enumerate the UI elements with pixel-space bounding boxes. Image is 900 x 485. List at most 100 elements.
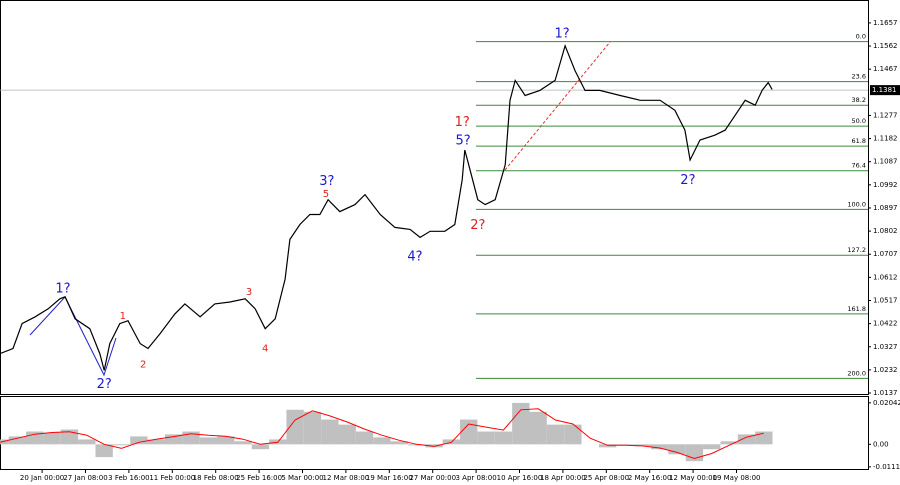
x-tick-label: 3 Feb 16:00	[108, 474, 149, 482]
x-tick-label: 19 May 08:00	[712, 474, 760, 482]
fib-label: 76.4	[852, 162, 866, 170]
price-frame	[0, 0, 869, 395]
wave-label: 2?	[470, 218, 485, 233]
wave-line	[29, 296, 117, 377]
y-tick-label: 1.1087	[873, 158, 898, 166]
wave-label: 4	[262, 343, 268, 354]
histogram-bar	[494, 431, 513, 445]
histogram-bar	[598, 444, 617, 448]
histogram-bar	[286, 409, 304, 445]
x-tick-label: 5 Mar 00:00	[281, 474, 323, 482]
histogram-bar	[303, 411, 322, 445]
histogram-bar	[512, 402, 530, 445]
x-tick-label: 18 Feb 08:00	[193, 474, 239, 482]
y-tick-label: 1.1182	[873, 135, 898, 143]
wave-label: 5	[323, 189, 329, 200]
fib-label: 50.0	[852, 117, 866, 125]
fib-label: 38.2	[852, 96, 866, 104]
histogram-bar	[321, 419, 339, 445]
x-tick-label: 25 Apr 08:00	[583, 474, 629, 482]
histogram-bar	[130, 436, 148, 445]
histogram-bar	[217, 436, 235, 445]
y-tick-label: 1.0802	[873, 227, 898, 235]
histogram-bar	[147, 439, 165, 445]
x-tick-label: 25 Feb 16:00	[236, 474, 282, 482]
histogram-bar	[95, 444, 113, 458]
y-tick-label: 1.0137	[873, 389, 898, 397]
fib-label: 0.0	[856, 33, 866, 41]
histogram-bar	[0, 439, 9, 445]
x-tick-label: 27 Mar 00:00	[409, 474, 456, 482]
signal-line	[0, 408, 764, 460]
wave-label: 2?	[97, 377, 112, 392]
x-tick-label: 12 May 00:00	[669, 474, 717, 482]
y-tick-label: 1.0327	[873, 343, 898, 351]
wave-label: 1	[120, 311, 126, 322]
histogram-bar	[78, 439, 96, 445]
fib-label: 61.8	[852, 137, 866, 145]
histogram-bar	[564, 424, 582, 445]
histogram-bar	[668, 444, 686, 455]
y-tick-label: -0.0111	[873, 463, 900, 471]
histogram-bar	[251, 444, 270, 450]
histogram-bar	[164, 434, 183, 445]
wave-label: 3	[246, 287, 252, 298]
x-tick-label: 11 Feb 00:00	[149, 474, 195, 482]
histogram-bar	[199, 437, 217, 445]
wave-label: 2	[140, 359, 146, 370]
histogram-bar	[373, 437, 391, 445]
x-tick-label: 2 May 16:00	[628, 474, 672, 482]
x-tick-label: 20 Jan 00:00	[20, 474, 64, 482]
histogram-bar	[338, 424, 356, 445]
y-tick-label: 1.0422	[873, 320, 898, 328]
histogram-bar	[112, 444, 131, 446]
y-tick-label: 0.02042	[873, 399, 900, 407]
wave-label: 1?	[554, 26, 569, 41]
histogram-bar	[355, 431, 374, 445]
wave-label: 1?	[55, 282, 70, 297]
histogram-bar	[234, 441, 252, 445]
histogram-bar	[651, 444, 669, 450]
histogram-bar	[60, 429, 79, 445]
histogram-bar	[755, 431, 773, 445]
y-tick-label: 1.0992	[873, 181, 898, 189]
x-tick-label: 3 Apr 08:00	[456, 474, 497, 482]
wave-label: 2?	[680, 173, 695, 188]
histogram-bar	[633, 444, 651, 447]
x-tick-label: 12 Mar 08:00	[323, 474, 370, 482]
histogram-bar	[460, 419, 478, 445]
wave-label: 3?	[319, 174, 334, 189]
histogram-bar	[425, 444, 443, 448]
wave-label: 5?	[455, 134, 470, 149]
current-price-box	[870, 85, 900, 96]
trend-line	[504, 41, 611, 171]
y-tick-label: 1.0612	[873, 273, 898, 281]
histogram-bar	[477, 431, 495, 445]
x-tick-label: 18 Apr 00:00	[540, 474, 586, 482]
indicator-frame	[0, 396, 869, 470]
y-tick-label: 1.0897	[873, 204, 898, 212]
current-price-label: 1.1381	[872, 86, 897, 94]
histogram-bar	[529, 411, 547, 445]
y-tick-label: 1.1277	[873, 111, 898, 119]
fib-label: 23.6	[852, 73, 866, 81]
histogram-bar	[8, 436, 27, 445]
x-tick-label: 19 Mar 16:00	[366, 474, 413, 482]
x-tick-label: 10 Apr 16:00	[497, 474, 543, 482]
x-tick-label: 27 Jan 08:00	[63, 474, 107, 482]
y-tick-label: 1.1562	[873, 42, 898, 50]
histogram-bar	[546, 424, 565, 445]
fib-label: 100.0	[847, 200, 866, 208]
y-tick-label: 1.0707	[873, 250, 898, 258]
fib-label: 200.0	[847, 369, 866, 377]
price-line	[0, 43, 773, 371]
fib-label: 127.2	[847, 246, 866, 254]
histogram-bar	[390, 441, 408, 445]
histogram-bar	[737, 434, 756, 445]
y-tick-label: 1.0232	[873, 366, 898, 374]
wave-label: 1?	[455, 115, 470, 130]
y-tick-label: 1.0517	[873, 296, 898, 304]
y-tick-label: 0.00	[873, 440, 889, 448]
